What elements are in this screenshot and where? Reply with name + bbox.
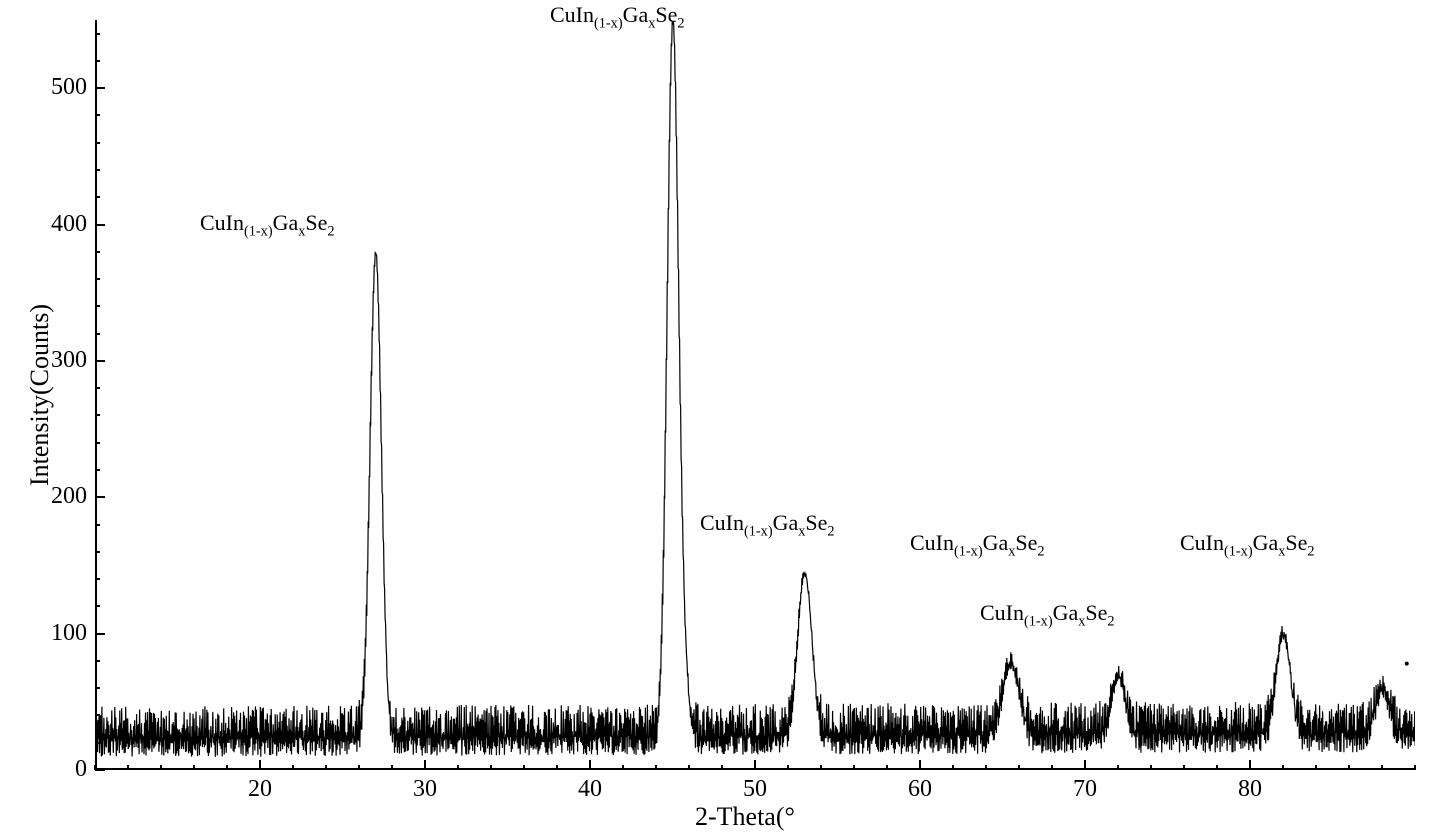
- xrd-chart: Intensity(Counts) 2-Theta(° 010020030040…: [0, 0, 1436, 837]
- artifact-dot: [1405, 662, 1409, 666]
- spectrum-path: [95, 22, 1415, 757]
- spectrum-line: [0, 0, 1436, 837]
